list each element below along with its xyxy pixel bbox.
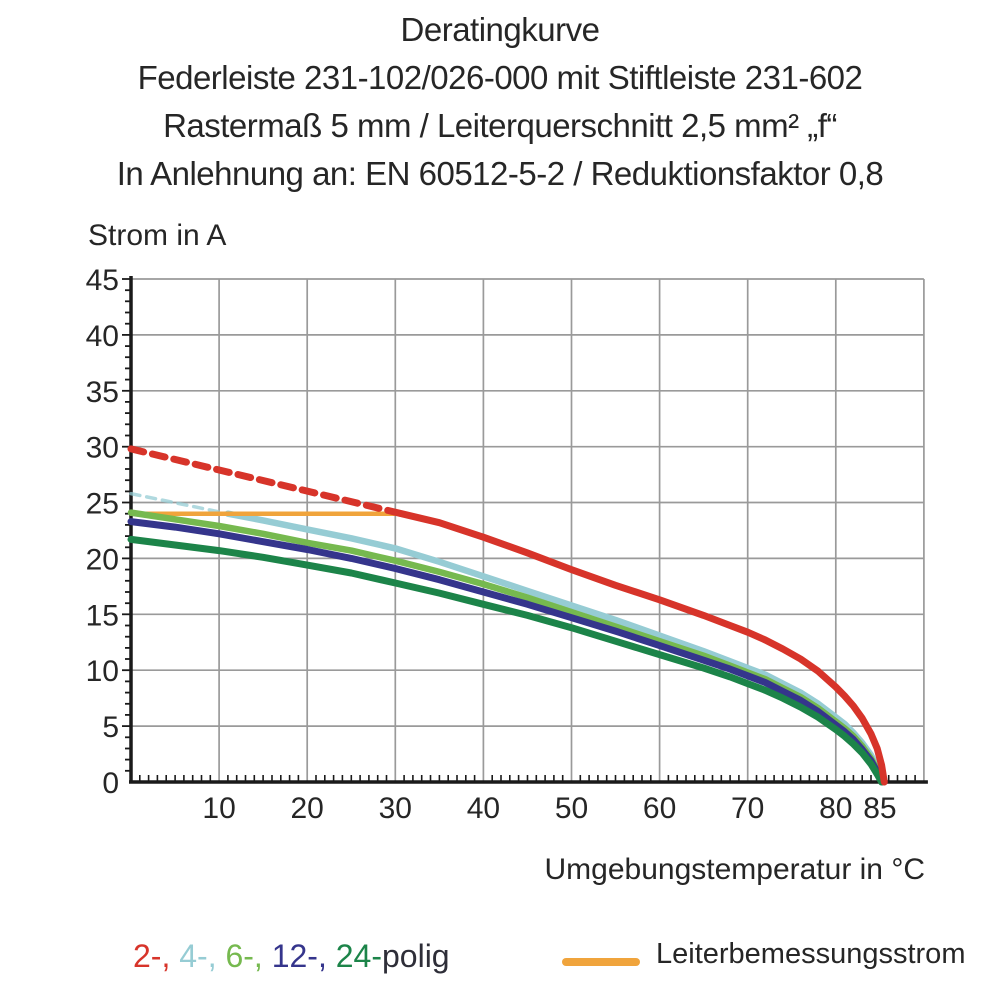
rated-current-label: Leiterbemessungsstrom	[656, 938, 966, 970]
svg-text:45: 45	[86, 264, 119, 297]
y-axis-title: Strom in A	[88, 219, 227, 252]
svg-text:85: 85	[863, 792, 896, 825]
chart-subtitle-spec: Rastermaß 5 mm / Leiterquerschnitt 2,5 m…	[163, 107, 837, 144]
svg-text:15: 15	[86, 599, 119, 632]
svg-text:40: 40	[86, 320, 119, 353]
curve-4-polig	[129, 491, 230, 516]
svg-text:30: 30	[379, 792, 412, 825]
legend-poles: 2-, 4-, 6-, 12-, 24-polig	[133, 938, 450, 975]
svg-text:10: 10	[202, 792, 235, 825]
svg-text:50: 50	[555, 792, 588, 825]
curve-2-polig	[398, 510, 888, 786]
legend-pole-4: 4-,	[179, 938, 226, 974]
chart-title: Deratingkurve	[400, 11, 600, 48]
svg-text:70: 70	[731, 792, 764, 825]
svg-text:35: 35	[86, 376, 119, 409]
curve-24-polig	[127, 535, 886, 786]
chart-subtitle-parts: Federleiste 231-102/026-000 mit Stiftlei…	[137, 59, 863, 96]
legend-pole-items: 2-, 4-, 6-, 12-, 24-	[133, 938, 382, 974]
rated-current-line-swatch	[562, 958, 640, 966]
legend-pole-6: 6-,	[225, 938, 272, 974]
svg-text:5: 5	[102, 711, 119, 744]
legend-pole-2: 2-,	[133, 938, 180, 974]
svg-text:20: 20	[86, 543, 119, 576]
chart-title-block: Deratingkurve Federleiste 231-102/026-00…	[0, 6, 1000, 198]
legend-poles-suffix: polig	[381, 938, 450, 974]
svg-text:20: 20	[291, 792, 324, 825]
legend-pole-24: 24-	[335, 938, 382, 974]
svg-text:25: 25	[86, 488, 119, 521]
svg-text:30: 30	[86, 432, 119, 465]
chart-subtitle-standard: In Anlehnung an: EN 60512-5-2 / Reduktio…	[116, 155, 884, 192]
curve-2-polig	[127, 445, 405, 518]
svg-text:60: 60	[643, 792, 676, 825]
svg-text:40: 40	[467, 792, 500, 825]
svg-text:10: 10	[86, 655, 119, 688]
legend-pole-12: 12-,	[271, 938, 336, 974]
svg-text:80: 80	[819, 792, 852, 825]
curve-12-polig	[127, 518, 886, 786]
svg-text:0: 0	[102, 767, 119, 800]
x-axis-title: Umgebungstemperatur in °C	[544, 853, 925, 886]
